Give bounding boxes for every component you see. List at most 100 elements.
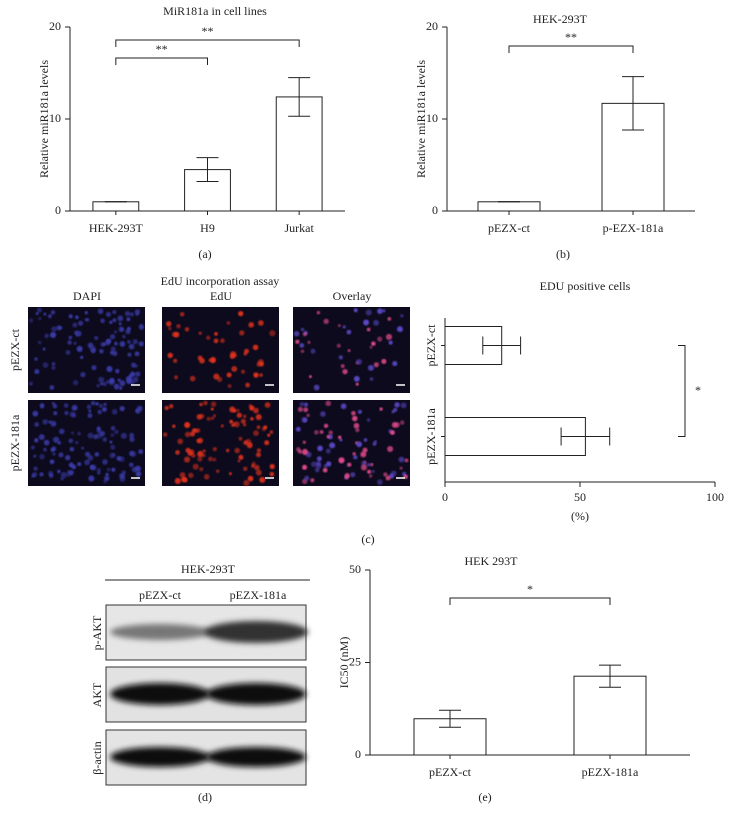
cell xyxy=(220,424,224,428)
cell xyxy=(167,352,173,359)
cell xyxy=(42,362,49,368)
cell xyxy=(302,440,306,444)
cell xyxy=(68,335,73,340)
cell xyxy=(367,364,374,371)
cell xyxy=(34,368,40,375)
cell xyxy=(68,314,73,319)
cell xyxy=(39,453,45,460)
blot-band xyxy=(206,747,306,767)
cell xyxy=(390,430,395,435)
cell xyxy=(355,428,360,433)
cell xyxy=(132,376,139,383)
cell xyxy=(317,445,323,452)
cell xyxy=(314,467,320,473)
cell xyxy=(212,446,217,452)
cell xyxy=(387,446,394,453)
cell xyxy=(181,476,187,483)
cell xyxy=(231,365,238,372)
cell xyxy=(127,352,132,357)
cell xyxy=(68,438,74,444)
cell xyxy=(385,333,393,341)
cell xyxy=(400,402,407,409)
cell xyxy=(388,340,393,345)
cell xyxy=(310,478,315,483)
cell xyxy=(253,407,259,414)
cell xyxy=(78,320,84,326)
cell xyxy=(197,450,204,458)
y-tick-label: 0 xyxy=(432,203,438,217)
cell xyxy=(104,475,110,482)
cell xyxy=(81,446,85,450)
micrograph xyxy=(293,307,410,393)
cell xyxy=(96,383,100,388)
cell xyxy=(106,380,110,384)
cell xyxy=(255,452,262,458)
significance-label: ** xyxy=(156,42,168,56)
cell xyxy=(103,402,107,407)
cell xyxy=(56,325,62,331)
cell xyxy=(108,379,115,386)
cell xyxy=(259,373,263,377)
cell xyxy=(184,431,191,438)
cell xyxy=(71,464,77,470)
cell xyxy=(38,434,45,441)
cell xyxy=(132,339,138,345)
cell xyxy=(38,317,42,321)
micrographs xyxy=(28,307,410,487)
chart-title: MiR181a in cell lines xyxy=(163,4,267,18)
cell xyxy=(226,372,232,378)
cell xyxy=(174,375,178,380)
cell xyxy=(371,469,375,474)
cell xyxy=(167,326,172,331)
cell xyxy=(93,434,99,440)
cell xyxy=(301,416,308,423)
cell xyxy=(29,318,34,323)
cell xyxy=(112,350,118,357)
cell xyxy=(118,326,125,333)
cell xyxy=(99,430,106,437)
cell xyxy=(43,312,47,316)
cell xyxy=(197,456,203,462)
cell xyxy=(84,310,88,315)
cell xyxy=(329,442,336,449)
cell xyxy=(171,331,177,337)
significance-bracket xyxy=(678,345,686,437)
cell xyxy=(247,475,254,482)
cell xyxy=(119,405,125,412)
cell xyxy=(106,366,112,372)
cell xyxy=(80,355,84,360)
cell xyxy=(138,323,144,329)
x-tick-label: H9 xyxy=(200,221,215,235)
microscopy-title: EdU incorporation assay xyxy=(161,274,280,288)
cell xyxy=(238,311,244,317)
x-axis-label: (%) xyxy=(571,509,589,523)
cell xyxy=(42,419,48,425)
cell xyxy=(337,435,342,440)
cell xyxy=(32,410,39,417)
cell xyxy=(100,382,104,386)
cell xyxy=(112,318,117,323)
cell xyxy=(134,364,138,368)
cell xyxy=(203,474,210,480)
cell xyxy=(84,459,90,466)
blot-band xyxy=(110,624,210,640)
error-bar xyxy=(288,77,311,117)
cell xyxy=(306,413,310,418)
cell xyxy=(232,353,238,358)
cell xyxy=(240,418,246,424)
significance-bracket xyxy=(115,39,300,47)
cell xyxy=(339,438,343,442)
cell xyxy=(189,375,196,382)
cell xyxy=(130,451,137,457)
cell xyxy=(87,342,94,349)
cell xyxy=(295,339,300,344)
cell xyxy=(250,417,254,421)
cell xyxy=(175,450,180,455)
cell xyxy=(184,421,191,429)
cell xyxy=(308,375,312,379)
cell xyxy=(396,326,403,333)
cell xyxy=(34,438,39,443)
column-label: Overlay xyxy=(333,289,372,303)
cell xyxy=(95,402,99,406)
cell xyxy=(243,479,250,487)
